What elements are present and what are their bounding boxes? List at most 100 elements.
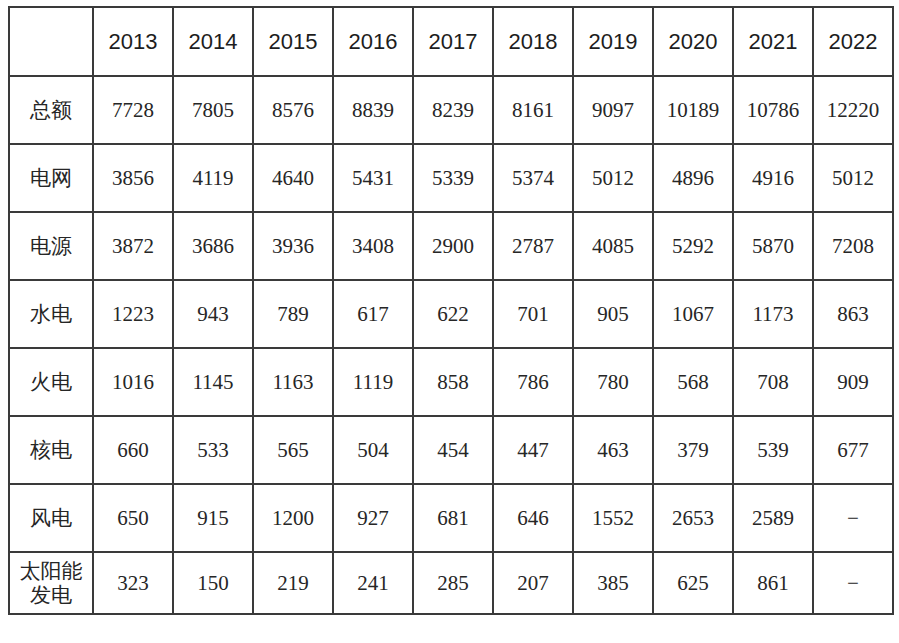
row-label: 太阳能发电: [9, 552, 93, 614]
table-cell: 285: [413, 552, 493, 614]
year-header: 2015: [253, 7, 333, 76]
table-cell: 2787: [493, 212, 573, 280]
table-cell: 2653: [653, 484, 733, 552]
table-cell: 3856: [93, 144, 173, 212]
table-cell: 533: [173, 416, 253, 484]
table-cell: 1223: [93, 280, 173, 348]
table-cell: 10189: [653, 76, 733, 144]
table-cell: 1145: [173, 348, 253, 416]
table-cell: 8239: [413, 76, 493, 144]
table-cell: 863: [813, 280, 893, 348]
row-label: 火电: [9, 348, 93, 416]
table-cell: 3408: [333, 212, 413, 280]
table-cell: 5339: [413, 144, 493, 212]
table-row-power-source: 电源 3872 3686 3936 3408 2900 2787 4085 52…: [9, 212, 893, 280]
table-row-total: 总额 7728 7805 8576 8839 8239 8161 9097 10…: [9, 76, 893, 144]
row-label: 水电: [9, 280, 93, 348]
table-cell: 650: [93, 484, 173, 552]
row-label: 电源: [9, 212, 93, 280]
table-cell: 909: [813, 348, 893, 416]
table-cell: 8839: [333, 76, 413, 144]
table-cell: 463: [573, 416, 653, 484]
table-cell: 12220: [813, 76, 893, 144]
table-cell: 454: [413, 416, 493, 484]
table-cell: 3936: [253, 212, 333, 280]
row-label: 风电: [9, 484, 93, 552]
table-cell: 1119: [333, 348, 413, 416]
table-cell: 789: [253, 280, 333, 348]
year-header: 2018: [493, 7, 573, 76]
table-cell: 622: [413, 280, 493, 348]
table-cell: 5012: [813, 144, 893, 212]
table-cell: 1173: [733, 280, 813, 348]
table-cell: 4640: [253, 144, 333, 212]
table-cell: 241: [333, 552, 413, 614]
row-label: 总额: [9, 76, 93, 144]
table-cell: 915: [173, 484, 253, 552]
table-row-grid: 电网 3856 4119 4640 5431 5339 5374 5012 48…: [9, 144, 893, 212]
table-cell: 858: [413, 348, 493, 416]
table-row-wind: 风电 650 915 1200 927 681 646 1552 2653 25…: [9, 484, 893, 552]
table-cell: 786: [493, 348, 573, 416]
year-header: 2016: [333, 7, 413, 76]
table-cell: 646: [493, 484, 573, 552]
table-cell: −: [813, 484, 893, 552]
table-cell: 681: [413, 484, 493, 552]
row-label: 电网: [9, 144, 93, 212]
table-cell: 4119: [173, 144, 253, 212]
table-cell: 379: [653, 416, 733, 484]
table-cell: 5431: [333, 144, 413, 212]
table-cell: 8576: [253, 76, 333, 144]
year-header: 2019: [573, 7, 653, 76]
table-cell: 10786: [733, 76, 813, 144]
corner-cell: [9, 7, 93, 76]
table-cell: 385: [573, 552, 653, 614]
table-cell: 905: [573, 280, 653, 348]
table-cell: 568: [653, 348, 733, 416]
table-cell: 4916: [733, 144, 813, 212]
table-row-solar: 太阳能发电 323 150 219 241 285 207 385 625 86…: [9, 552, 893, 614]
table-cell: 708: [733, 348, 813, 416]
table-cell: 1552: [573, 484, 653, 552]
table-cell: 219: [253, 552, 333, 614]
year-header: 2014: [173, 7, 253, 76]
table-cell: 927: [333, 484, 413, 552]
table-cell: 2589: [733, 484, 813, 552]
table-cell: 565: [253, 416, 333, 484]
table-cell: 7728: [93, 76, 173, 144]
table-cell: 9097: [573, 76, 653, 144]
table-cell: 207: [493, 552, 573, 614]
table-row-nuclear: 核电 660 533 565 504 454 447 463 379 539 6…: [9, 416, 893, 484]
table-cell: 677: [813, 416, 893, 484]
table-cell: 447: [493, 416, 573, 484]
year-header: 2022: [813, 7, 893, 76]
year-header: 2020: [653, 7, 733, 76]
investment-data-table: 2013 2014 2015 2016 2017 2018 2019 2020 …: [8, 6, 894, 615]
table-cell: 625: [653, 552, 733, 614]
table-cell: 5870: [733, 212, 813, 280]
table-cell: 2900: [413, 212, 493, 280]
table-cell: 4896: [653, 144, 733, 212]
document-page: 2013 2014 2015 2016 2017 2018 2019 2020 …: [0, 0, 899, 643]
table-row-thermal: 火电 1016 1145 1163 1119 858 786 780 568 7…: [9, 348, 893, 416]
row-label: 核电: [9, 416, 93, 484]
table-cell: 3686: [173, 212, 253, 280]
table-cell: 780: [573, 348, 653, 416]
table-cell: −: [813, 552, 893, 614]
table-cell: 3872: [93, 212, 173, 280]
table-cell: 1200: [253, 484, 333, 552]
table-cell: 1163: [253, 348, 333, 416]
table-cell: 617: [333, 280, 413, 348]
table-cell: 4085: [573, 212, 653, 280]
table-row-hydro: 水电 1223 943 789 617 622 701 905 1067 117…: [9, 280, 893, 348]
table-cell: 660: [93, 416, 173, 484]
year-header: 2017: [413, 7, 493, 76]
table-cell: 5292: [653, 212, 733, 280]
header-row: 2013 2014 2015 2016 2017 2018 2019 2020 …: [9, 7, 893, 76]
table-cell: 323: [93, 552, 173, 614]
table-cell: 701: [493, 280, 573, 348]
table-cell: 7208: [813, 212, 893, 280]
table-cell: 150: [173, 552, 253, 614]
table-cell: 861: [733, 552, 813, 614]
table-cell: 943: [173, 280, 253, 348]
